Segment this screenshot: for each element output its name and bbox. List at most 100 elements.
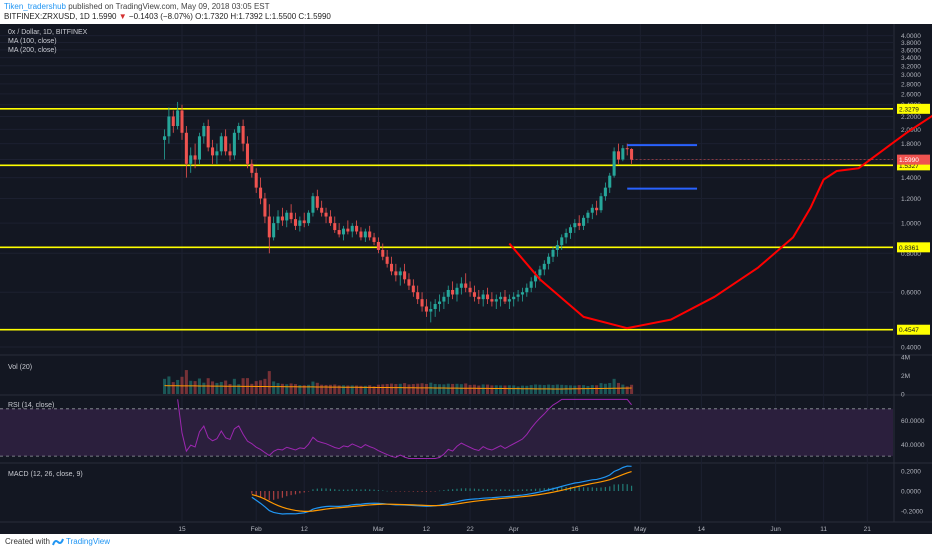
candle-body xyxy=(307,212,311,224)
price-tick-label: 1.8000 xyxy=(901,141,921,148)
candle-body xyxy=(320,207,324,213)
rsi-band xyxy=(0,408,893,457)
macd-histogram-bar xyxy=(408,491,410,492)
volume-bar xyxy=(586,385,590,394)
candle-body xyxy=(302,220,306,224)
macd-histogram-bar xyxy=(273,491,275,500)
close-value: 1.5990 xyxy=(306,12,331,21)
macd-histogram-bar xyxy=(277,491,279,499)
macd-histogram-bar xyxy=(613,484,615,491)
macd-histogram-bar xyxy=(251,491,253,494)
candle-body xyxy=(560,237,564,246)
volume-bar xyxy=(293,384,298,394)
volume-tick-label: 0 xyxy=(901,392,905,399)
macd-tick-label: -0.2000 xyxy=(901,509,923,516)
tradingview-brand-link[interactable]: TradingView xyxy=(66,537,111,546)
volume-bar xyxy=(398,383,402,394)
volume-bar xyxy=(355,385,359,394)
candle-body xyxy=(355,225,359,232)
candle-body xyxy=(272,223,276,238)
macd-histogram-bar xyxy=(491,489,493,491)
macd-histogram-bar xyxy=(443,490,445,491)
volume-bar xyxy=(163,378,167,394)
candle-body xyxy=(167,116,171,137)
macd-histogram-bar xyxy=(569,486,572,491)
candle-body xyxy=(245,143,249,164)
candle-body xyxy=(259,187,263,199)
candle-body xyxy=(486,294,490,300)
time-tick-label: 14 xyxy=(698,526,706,533)
candle-body xyxy=(193,155,197,160)
volume-bar xyxy=(237,384,241,394)
macd-histogram-bar xyxy=(281,491,283,498)
rsi-legend[interactable]: RSI (14, close) xyxy=(8,402,55,409)
time-tick-label: Apr xyxy=(509,526,520,533)
created-with-label: Created with xyxy=(5,537,50,546)
macd-legend[interactable]: MACD (12, 26, close, 9) xyxy=(8,471,83,478)
time-tick-label: 21 xyxy=(864,526,872,533)
candle-body xyxy=(254,172,258,188)
ma200-legend[interactable]: MA (200, close) xyxy=(8,47,57,54)
tradingview-logo-icon xyxy=(52,538,64,546)
price-tick-label: 1.0000 xyxy=(901,221,921,228)
macd-histogram-bar xyxy=(600,487,602,491)
price-tick-label: 3.0000 xyxy=(901,72,921,79)
footer-bar: Created with TradingView xyxy=(0,534,932,550)
volume-bar xyxy=(573,385,577,394)
macd-histogram-bar xyxy=(321,488,323,491)
candle-body xyxy=(224,136,228,152)
candle-body xyxy=(237,126,241,133)
vol-legend[interactable]: Vol (20) xyxy=(8,364,33,371)
volume-bar xyxy=(568,385,572,394)
candle-body xyxy=(420,299,424,307)
candle-body xyxy=(534,275,538,282)
volume-bar xyxy=(341,385,346,394)
volume-bar xyxy=(529,385,533,394)
volume-bar xyxy=(472,384,476,394)
macd-tick-label: 0.2000 xyxy=(901,469,921,476)
macd-histogram-bar xyxy=(587,487,589,491)
volume-bar xyxy=(424,383,428,394)
candle-body xyxy=(337,230,341,235)
support-level-label: 2.3279 xyxy=(899,106,919,113)
volume-bar xyxy=(359,385,363,394)
volume-bar xyxy=(376,384,380,394)
macd-histogram-bar xyxy=(386,490,388,492)
macd-signal-line xyxy=(251,470,632,513)
macd-histogram-bar xyxy=(360,489,362,491)
macd-histogram-bar xyxy=(500,489,502,491)
macd-histogram-bar xyxy=(342,489,345,491)
macd-histogram-bar xyxy=(447,489,449,491)
volume-tick-label: 2M xyxy=(901,373,910,380)
macd-histogram-bar xyxy=(630,485,633,491)
volume-bar xyxy=(468,384,472,394)
price-tick-label: 3.8000 xyxy=(901,40,921,47)
candle-body xyxy=(507,299,511,302)
macd-histogram-bar xyxy=(534,488,537,491)
author-link[interactable]: Tiken_tradershub xyxy=(4,2,66,11)
macd-histogram-bar xyxy=(517,489,519,491)
candle-body xyxy=(346,228,350,232)
macd-histogram-bar xyxy=(469,488,471,491)
volume-bar xyxy=(564,385,568,394)
volume-bar xyxy=(455,383,459,394)
volume-bar xyxy=(254,381,258,394)
volume-bar xyxy=(403,383,407,394)
macd-histogram-bar xyxy=(438,490,441,492)
candle-body xyxy=(368,231,372,238)
volume-bar xyxy=(215,382,219,394)
volume-bar xyxy=(490,385,494,394)
price-tick-label: 3.6000 xyxy=(901,47,921,54)
macd-histogram-bar xyxy=(329,488,332,491)
macd-histogram-bar xyxy=(617,484,620,491)
macd-histogram-bar xyxy=(460,488,462,491)
ma100-legend[interactable]: MA (100, close) xyxy=(8,38,57,45)
macd-histogram-bar xyxy=(526,489,528,491)
time-tick-label: Jun xyxy=(770,526,781,533)
candle-body xyxy=(394,271,398,276)
macd-histogram-bar xyxy=(465,488,467,491)
chart-title: 0x / Dollar, 1D, BITFINEX xyxy=(8,29,88,36)
volume-bar xyxy=(337,385,341,394)
support-level-label: 0.8361 xyxy=(899,245,919,252)
